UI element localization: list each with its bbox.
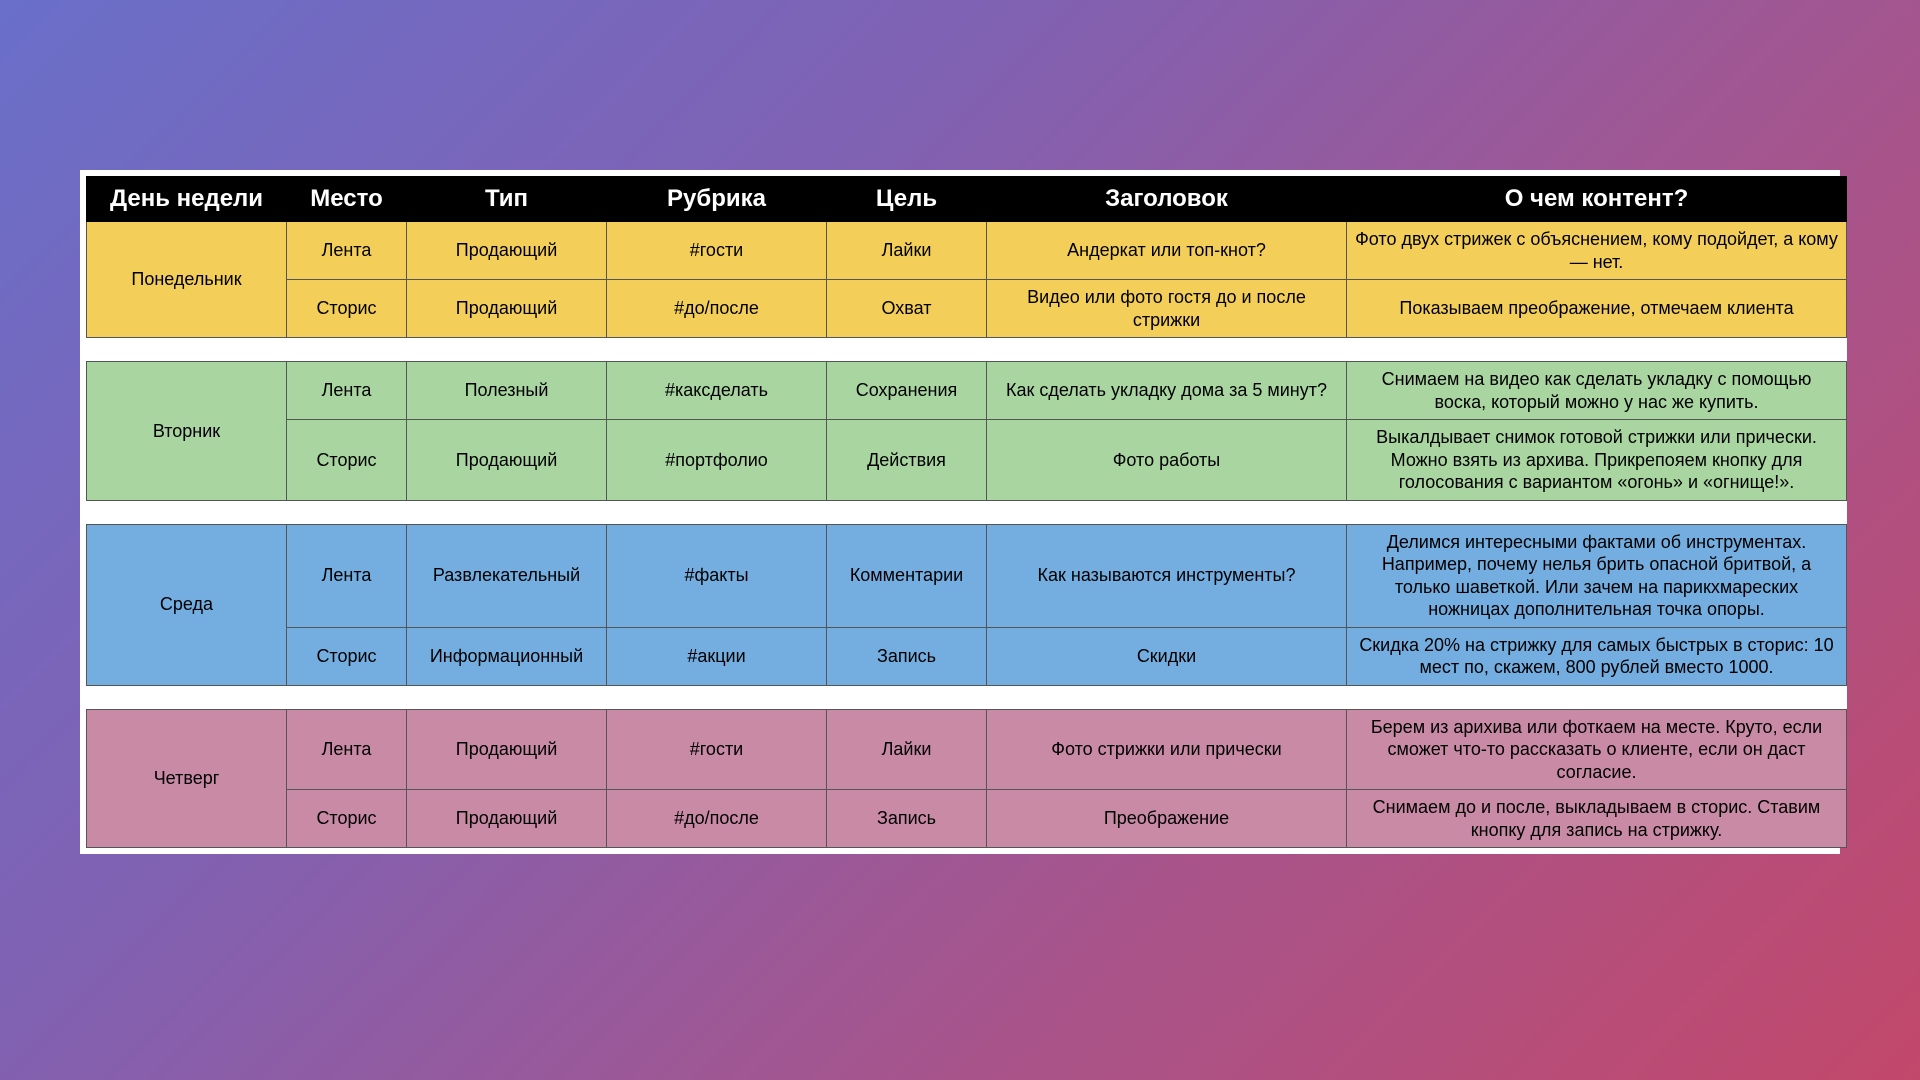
cell-about: Показываем преображение, отмечаем клиент… — [1347, 280, 1847, 338]
cell-rubric: #до/после — [607, 790, 827, 848]
col-place: Место — [287, 177, 407, 222]
cell-goal: Сохранения — [827, 362, 987, 420]
table-row: ЧетвергЛентаПродающий#гостиЛайкиФото стр… — [87, 709, 1847, 790]
cell-goal: Охват — [827, 280, 987, 338]
cell-goal: Лайки — [827, 222, 987, 280]
cell-about: Делимся интересными фактами об инструмен… — [1347, 524, 1847, 627]
cell-type: Развлекательный — [407, 524, 607, 627]
cell-about: Снимаем до и после, выкладываем в сторис… — [1347, 790, 1847, 848]
cell-rubric: #гости — [607, 709, 827, 790]
spacer-row — [87, 685, 1847, 709]
table-row: СредаЛентаРазвлекательный#фактыКомментар… — [87, 524, 1847, 627]
table-row: СторисПродающий#до/послеОхватВидео или ф… — [87, 280, 1847, 338]
cell-place: Лента — [287, 709, 407, 790]
content-plan-sheet: День недели Место Тип Рубрика Цель Загол… — [80, 170, 1840, 854]
cell-goal: Лайки — [827, 709, 987, 790]
cell-title: Скидки — [987, 627, 1347, 685]
spacer-row — [87, 338, 1847, 362]
col-type: Тип — [407, 177, 607, 222]
cell-rubric: #факты — [607, 524, 827, 627]
cell-title: Преображение — [987, 790, 1347, 848]
cell-day: Понедельник — [87, 222, 287, 338]
cell-title: Как называются инструменты? — [987, 524, 1347, 627]
table-row: СторисИнформационный#акцииЗаписьСкидкиСк… — [87, 627, 1847, 685]
col-day: День недели — [87, 177, 287, 222]
table-row: СторисПродающий#портфолиоДействияФото ра… — [87, 420, 1847, 501]
cell-title: Андеркат или топ-кнот? — [987, 222, 1347, 280]
table-body: ПонедельникЛентаПродающий#гостиЛайкиАнде… — [87, 222, 1847, 848]
cell-rubric: #до/после — [607, 280, 827, 338]
cell-goal: Запись — [827, 627, 987, 685]
col-title: Заголовок — [987, 177, 1347, 222]
cell-goal: Комментарии — [827, 524, 987, 627]
cell-day: Среда — [87, 524, 287, 685]
cell-day: Четверг — [87, 709, 287, 848]
table-row: СторисПродающий#до/послеЗаписьПреображен… — [87, 790, 1847, 848]
cell-goal: Действия — [827, 420, 987, 501]
cell-about: Выкалдывает снимок готовой стрижки или п… — [1347, 420, 1847, 501]
table-header-row: День недели Место Тип Рубрика Цель Загол… — [87, 177, 1847, 222]
table-row: ПонедельникЛентаПродающий#гостиЛайкиАнде… — [87, 222, 1847, 280]
cell-place: Лента — [287, 222, 407, 280]
cell-about: Фото двух стрижек с объяснением, кому по… — [1347, 222, 1847, 280]
cell-rubric: #гости — [607, 222, 827, 280]
col-rubric: Рубрика — [607, 177, 827, 222]
cell-place: Сторис — [287, 790, 407, 848]
cell-type: Продающий — [407, 420, 607, 501]
cell-title: Фото стрижки или прически — [987, 709, 1347, 790]
cell-goal: Запись — [827, 790, 987, 848]
cell-place: Лента — [287, 524, 407, 627]
cell-rubric: #портфолио — [607, 420, 827, 501]
cell-rubric: #каксделать — [607, 362, 827, 420]
cell-type: Продающий — [407, 222, 607, 280]
cell-place: Лента — [287, 362, 407, 420]
cell-type: Полезный — [407, 362, 607, 420]
cell-day: Вторник — [87, 362, 287, 501]
cell-type: Продающий — [407, 709, 607, 790]
cell-title: Как сделать укладку дома за 5 минут? — [987, 362, 1347, 420]
cell-type: Продающий — [407, 280, 607, 338]
cell-place: Сторис — [287, 627, 407, 685]
cell-about: Берем из арихива или фоткаем на месте. К… — [1347, 709, 1847, 790]
cell-about: Скидка 20% на стрижку для самых быстрых … — [1347, 627, 1847, 685]
cell-about: Снимаем на видео как сделать укладку с п… — [1347, 362, 1847, 420]
cell-type: Информационный — [407, 627, 607, 685]
spacer-row — [87, 500, 1847, 524]
cell-rubric: #акции — [607, 627, 827, 685]
col-about: О чем контент? — [1347, 177, 1847, 222]
cell-title: Фото работы — [987, 420, 1347, 501]
col-goal: Цель — [827, 177, 987, 222]
table-row: ВторникЛентаПолезный#каксделатьСохранени… — [87, 362, 1847, 420]
cell-place: Сторис — [287, 420, 407, 501]
cell-type: Продающий — [407, 790, 607, 848]
cell-place: Сторис — [287, 280, 407, 338]
content-plan-table: День недели Место Тип Рубрика Цель Загол… — [86, 176, 1847, 848]
cell-title: Видео или фото гостя до и после стрижки — [987, 280, 1347, 338]
